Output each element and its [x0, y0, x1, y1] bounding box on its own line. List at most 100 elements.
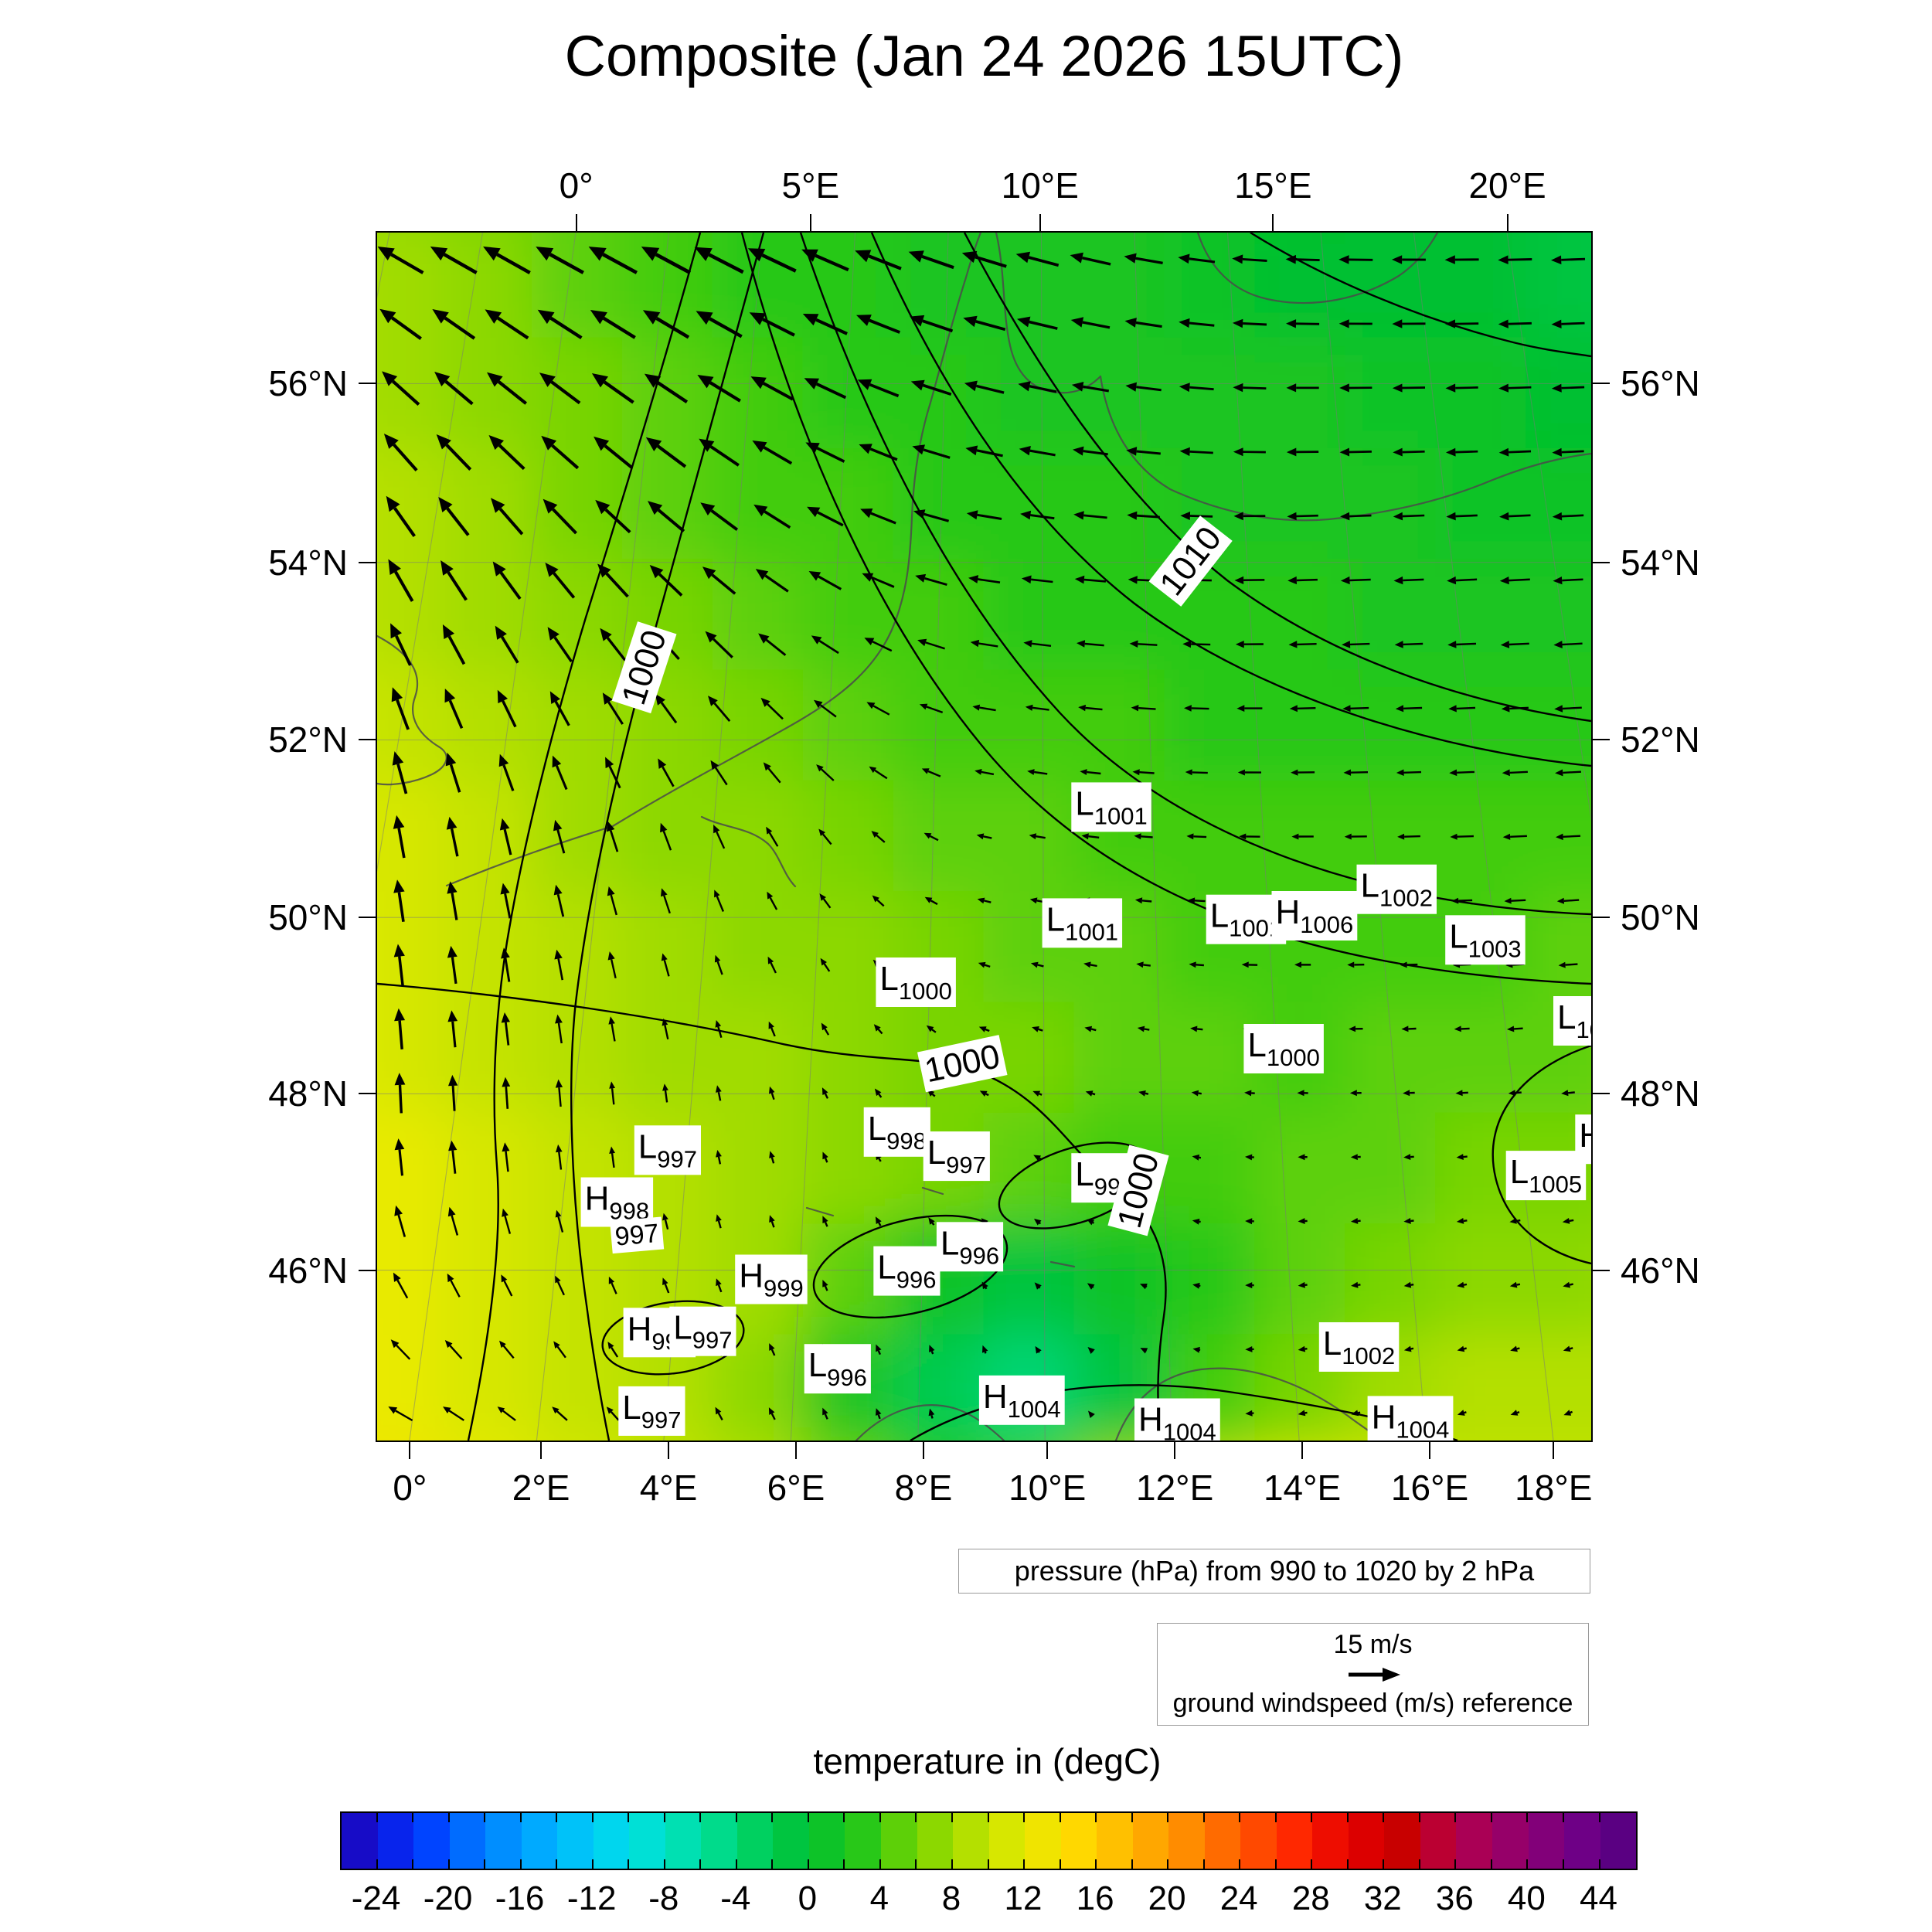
axis-label-bottom: 16°E	[1390, 1468, 1469, 1508]
wind-arrow	[768, 1407, 776, 1420]
pressure-center-label: L996	[873, 1246, 940, 1296]
colorbar-boundary-tick	[771, 1813, 774, 1822]
wind-arrow	[608, 1016, 616, 1042]
colorbar-boundary-tick	[807, 1813, 809, 1822]
wind-arrow	[750, 376, 794, 401]
wind-arrow	[1184, 705, 1209, 712]
wind-arrow	[866, 702, 890, 716]
wind-arrow	[1285, 254, 1320, 264]
svg-text:L1000: L1000	[879, 960, 951, 1005]
wind-arrow	[394, 1205, 406, 1237]
wind-arrow	[1019, 446, 1056, 457]
wind-arrow	[1509, 1281, 1521, 1288]
colorbar-boundary-tick	[519, 1859, 522, 1869]
wind-arrow	[766, 826, 779, 847]
wind-arrow	[1078, 704, 1103, 712]
colorbar-segment	[557, 1813, 594, 1869]
wind-arrow	[447, 881, 458, 920]
pressure-center-label: H999	[735, 1254, 808, 1304]
wind-arrow	[816, 764, 835, 781]
wind-arrow	[394, 1073, 406, 1114]
wind-arrow	[555, 1079, 563, 1107]
wind-arrow	[871, 831, 886, 843]
colorbar-boundary-tick	[1274, 1813, 1277, 1822]
colorbar-boundary-tick	[519, 1813, 522, 1822]
pressure-center-label: H1004	[978, 1375, 1065, 1425]
wind-arrow	[1080, 769, 1101, 775]
chart-title: Composite (Jan 24 2026 15UTC)	[564, 24, 1404, 88]
wind-arrow	[662, 1213, 669, 1230]
wind-arrow	[495, 625, 519, 664]
pressure-center-label: L1002	[1318, 1322, 1400, 1372]
wind-arrow	[1294, 961, 1311, 968]
wind-arrow	[876, 1408, 882, 1420]
axis-tick	[409, 1442, 411, 1459]
wind-arrow	[447, 1206, 459, 1236]
wind-arrow	[755, 569, 789, 593]
wind-arrow	[444, 1340, 463, 1359]
colorbar-segment	[1312, 1813, 1349, 1869]
wind-arrow	[649, 565, 683, 597]
colorbar-boundary-tick	[951, 1859, 953, 1869]
colorbar-boundary-tick	[1383, 1859, 1385, 1869]
wind-arrow	[1400, 961, 1418, 968]
wind-arrow	[394, 1008, 406, 1049]
wind-arrow	[597, 563, 629, 598]
axis-tick	[1039, 214, 1041, 231]
colorbar-boundary-tick	[556, 1859, 558, 1869]
colorbar-segment	[953, 1813, 989, 1869]
wind-arrow	[1563, 1345, 1573, 1352]
axis-label-right: 56°N	[1621, 363, 1700, 404]
axis-tick	[1272, 214, 1274, 231]
wind-arrow	[705, 631, 733, 658]
pressure-center-label: H1004	[1367, 1396, 1454, 1440]
wind-arrow	[716, 1150, 722, 1165]
wind-arrow	[1287, 512, 1318, 521]
wind-arrow	[1179, 383, 1214, 393]
colorbar-boundary-tick	[591, 1859, 594, 1869]
wind-arrow	[873, 1024, 883, 1035]
axis-label-top: 10°E	[1001, 165, 1079, 206]
wind-arrow	[1563, 1281, 1573, 1288]
colorbar-boundary-tick	[1562, 1813, 1564, 1822]
wind-arrow	[553, 884, 565, 917]
wind-arrow	[382, 371, 420, 406]
colorbar-tick-label: -4	[720, 1879, 751, 1917]
axis-label-bottom: 0°	[393, 1468, 427, 1508]
wind-reference-caption: ground windspeed (m/s) reference	[1172, 1689, 1573, 1718]
axis-tick	[1593, 561, 1610, 563]
wind-arrow	[539, 372, 581, 405]
colorbar-boundary-tick	[771, 1859, 774, 1869]
wind-arrow	[921, 768, 941, 777]
wind-arrow	[393, 1272, 409, 1299]
contour-label: 997	[610, 1216, 665, 1254]
axis-label-right: 54°N	[1621, 542, 1700, 583]
wind-arrow	[1403, 1345, 1414, 1352]
wind-arrow	[715, 1020, 723, 1039]
wind-arrow	[390, 1339, 411, 1360]
colorbar-segment	[629, 1813, 665, 1869]
wind-arrow	[591, 373, 634, 404]
colorbar-tick-label: -8	[648, 1879, 679, 1917]
wind-arrow	[446, 816, 459, 857]
wind-arrow	[658, 758, 675, 787]
pressure-center-label: L1000	[876, 957, 956, 1007]
colorbar-boundary-tick	[1239, 1859, 1241, 1869]
wind-arrow	[710, 760, 728, 786]
axis-label-right: 50°N	[1621, 897, 1700, 938]
colorbar-segment	[880, 1813, 917, 1869]
wind-arrow	[963, 315, 1006, 332]
colorbar-segment	[845, 1813, 881, 1869]
wind-arrow	[1132, 769, 1155, 776]
wind-arrow	[1124, 318, 1162, 328]
wind-arrow	[713, 825, 726, 849]
colorbar-boundary-tick	[1095, 1859, 1097, 1869]
colorbar-boundary-tick	[699, 1859, 702, 1869]
colorbar-boundary-tick	[1167, 1859, 1169, 1869]
wind-arrow	[1351, 1218, 1361, 1224]
wind-arrow	[876, 1344, 882, 1355]
wind-arrow	[859, 444, 898, 461]
wind-arrow	[1393, 512, 1425, 521]
wind-arrow	[1339, 383, 1372, 393]
wind-arrow	[1498, 319, 1532, 328]
